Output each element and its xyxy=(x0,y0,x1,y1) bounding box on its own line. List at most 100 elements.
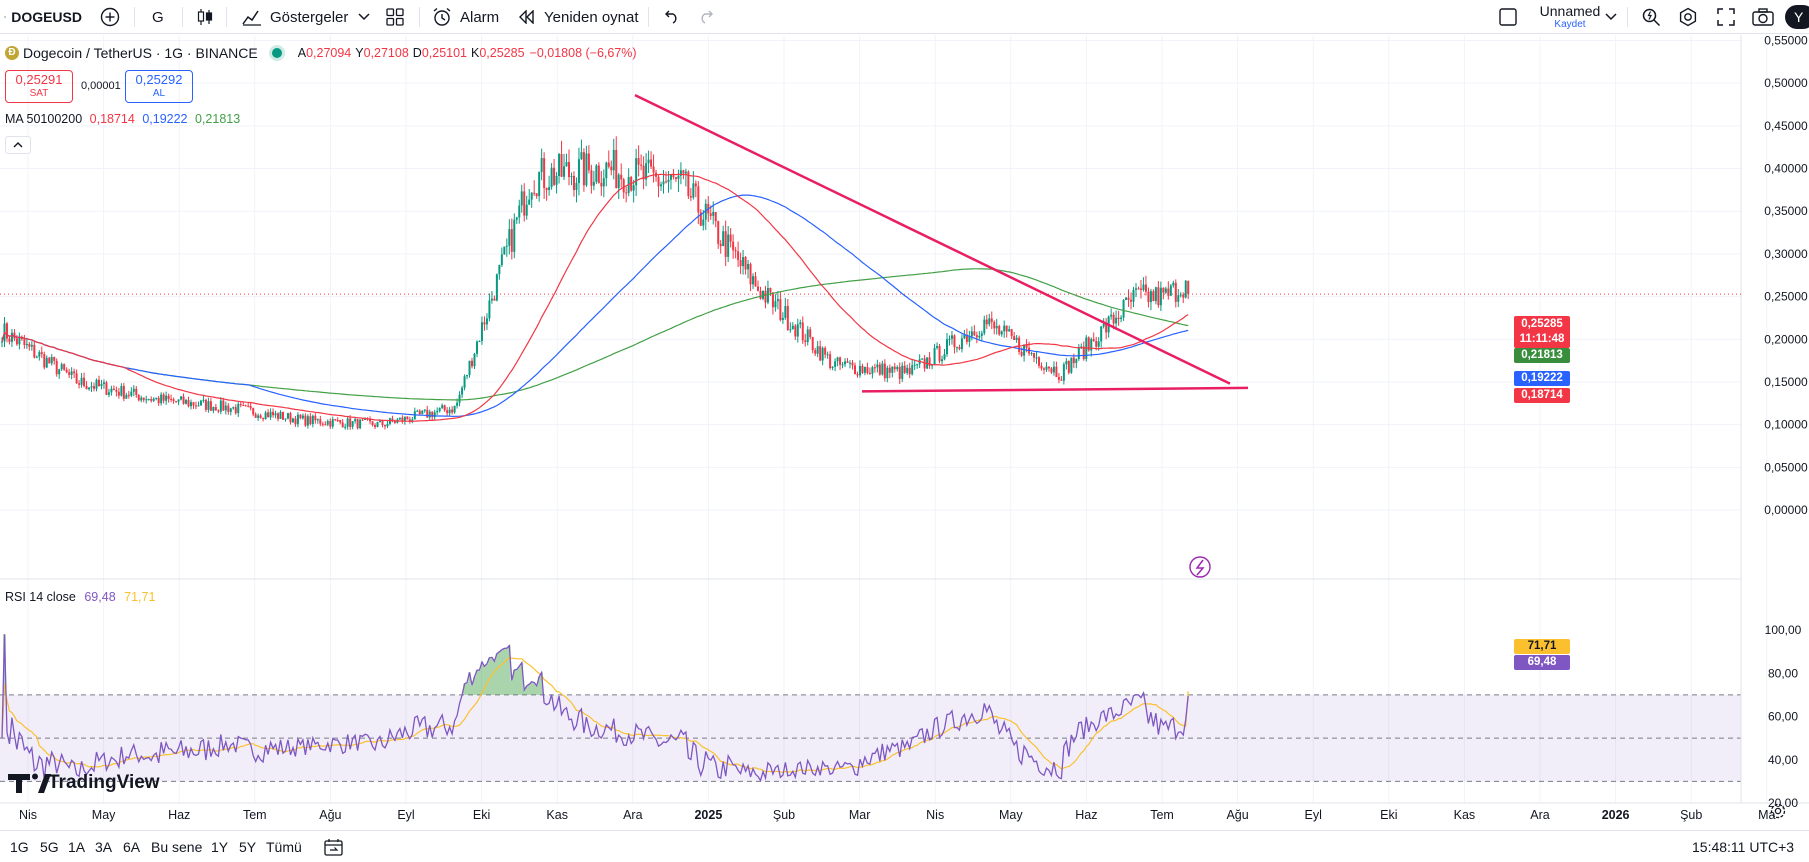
candle[interactable] xyxy=(249,401,252,411)
candle[interactable] xyxy=(510,218,513,260)
candle[interactable] xyxy=(839,356,842,371)
candle[interactable] xyxy=(112,385,115,391)
candle[interactable] xyxy=(804,333,807,347)
candle[interactable] xyxy=(806,326,809,346)
candle[interactable] xyxy=(550,163,553,190)
candle[interactable] xyxy=(224,401,227,415)
candle[interactable] xyxy=(306,414,309,429)
candle[interactable] xyxy=(1120,315,1123,323)
candle[interactable] xyxy=(906,364,909,375)
candle[interactable] xyxy=(102,379,105,389)
candle[interactable] xyxy=(212,406,215,414)
candle[interactable] xyxy=(185,398,188,405)
candle[interactable] xyxy=(443,404,446,412)
quick-search-button[interactable] xyxy=(1641,0,1661,34)
candle[interactable] xyxy=(664,171,667,184)
candle[interactable] xyxy=(468,360,471,378)
candle[interactable] xyxy=(729,228,732,248)
candle[interactable] xyxy=(207,397,210,413)
candle[interactable] xyxy=(1127,289,1130,307)
candle[interactable] xyxy=(483,316,486,331)
candle[interactable] xyxy=(137,394,140,402)
candle[interactable] xyxy=(1003,320,1006,338)
candle[interactable] xyxy=(1157,281,1160,308)
candle[interactable] xyxy=(1008,325,1011,332)
candle[interactable] xyxy=(147,398,150,401)
candle[interactable] xyxy=(933,343,936,365)
candle[interactable] xyxy=(398,417,401,421)
range-button-1y[interactable]: 1Y xyxy=(211,839,229,855)
candle[interactable] xyxy=(55,358,58,377)
candle[interactable] xyxy=(1164,286,1167,295)
candle[interactable] xyxy=(331,416,334,429)
candle[interactable] xyxy=(605,161,608,187)
candle[interactable] xyxy=(530,192,533,208)
candle[interactable] xyxy=(140,395,143,403)
candle[interactable] xyxy=(413,407,416,420)
candle[interactable] xyxy=(180,395,183,401)
candle[interactable] xyxy=(60,362,63,371)
candle[interactable] xyxy=(369,416,372,425)
candle[interactable] xyxy=(1030,351,1033,356)
indicators-button[interactable]: Göstergeler xyxy=(242,0,348,34)
candle[interactable] xyxy=(635,148,638,196)
candle[interactable] xyxy=(771,292,774,315)
candle[interactable] xyxy=(38,350,41,361)
candle[interactable] xyxy=(438,407,441,413)
candle[interactable] xyxy=(244,404,247,407)
candle[interactable] xyxy=(858,360,861,378)
candle[interactable] xyxy=(279,410,282,419)
candle[interactable] xyxy=(197,401,200,407)
candle[interactable] xyxy=(453,405,456,414)
candle[interactable] xyxy=(677,169,680,193)
candle[interactable] xyxy=(637,145,640,177)
candle[interactable] xyxy=(881,360,884,376)
lightning-marker[interactable] xyxy=(1189,556,1211,578)
candle[interactable] xyxy=(95,378,98,392)
candle[interactable] xyxy=(406,416,409,420)
candle[interactable] xyxy=(814,347,817,357)
candle[interactable] xyxy=(386,420,389,429)
candle[interactable] xyxy=(1162,287,1165,300)
candle[interactable] xyxy=(888,364,891,379)
candle[interactable] xyxy=(908,362,911,379)
candle[interactable] xyxy=(1169,284,1172,296)
range-button-3a[interactable]: 3A xyxy=(95,839,113,855)
candle[interactable] xyxy=(199,399,202,406)
candle[interactable] xyxy=(662,170,665,194)
candle[interactable] xyxy=(734,246,737,259)
candle[interactable] xyxy=(525,195,528,220)
candle[interactable] xyxy=(58,368,61,379)
candle[interactable] xyxy=(480,316,483,345)
candle[interactable] xyxy=(294,415,297,427)
candle[interactable] xyxy=(886,365,889,383)
candle[interactable] xyxy=(1172,280,1175,288)
candle[interactable] xyxy=(1105,318,1108,340)
candle[interactable] xyxy=(1062,362,1065,385)
candle[interactable] xyxy=(764,285,767,309)
candle[interactable] xyxy=(187,396,190,408)
candle[interactable] xyxy=(570,172,573,186)
candle[interactable] xyxy=(1179,292,1182,298)
candle[interactable] xyxy=(296,412,299,428)
candle[interactable] xyxy=(625,186,628,203)
candle[interactable] xyxy=(314,413,317,424)
candle[interactable] xyxy=(861,363,864,374)
candle[interactable] xyxy=(329,418,332,430)
candle[interactable] xyxy=(1142,277,1145,292)
candle[interactable] xyxy=(1013,331,1016,341)
candle[interactable] xyxy=(846,358,849,363)
candle[interactable] xyxy=(43,351,46,370)
candle[interactable] xyxy=(856,371,859,378)
candle[interactable] xyxy=(834,358,837,372)
candle[interactable] xyxy=(381,419,384,428)
candle[interactable] xyxy=(831,366,834,371)
candle[interactable] xyxy=(301,413,304,420)
candle[interactable] xyxy=(93,382,96,392)
range-button-bu-sene[interactable]: Bu sene xyxy=(151,839,203,855)
chart-type-button[interactable] xyxy=(196,0,214,34)
candle[interactable] xyxy=(652,154,655,183)
candle[interactable] xyxy=(1149,288,1152,311)
candle[interactable] xyxy=(513,213,516,259)
collapse-legend-button[interactable] xyxy=(5,136,31,154)
